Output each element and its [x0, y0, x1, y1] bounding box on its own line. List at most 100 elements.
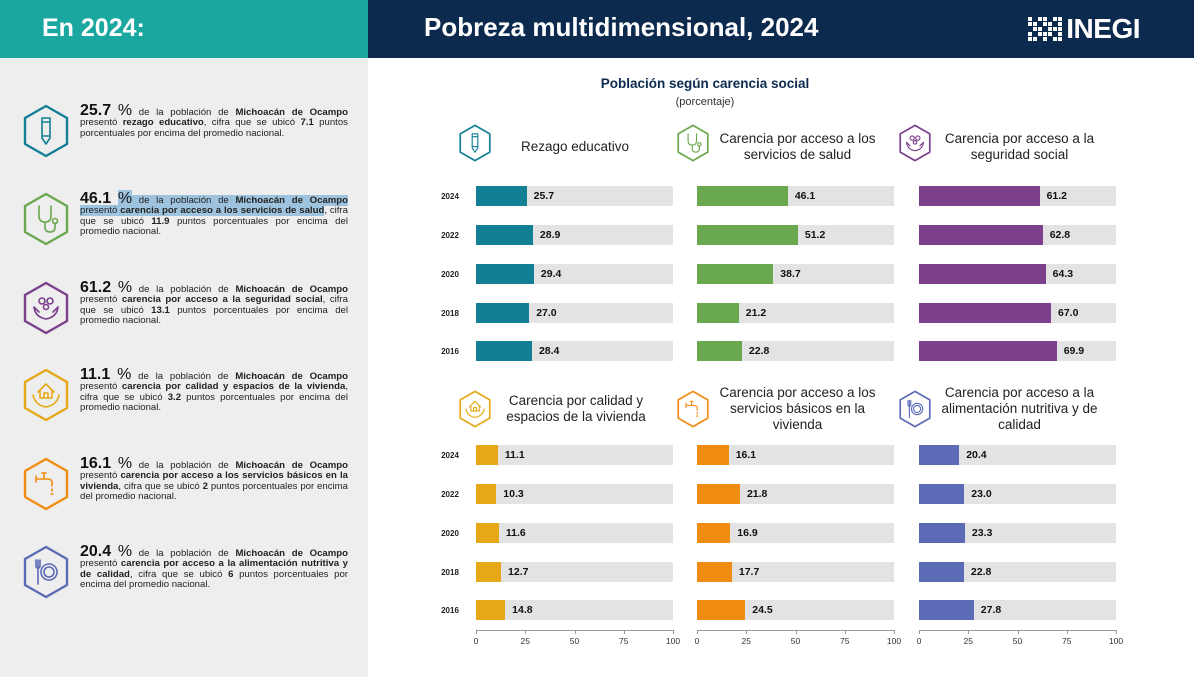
bar: [697, 600, 746, 620]
bar-track: [697, 484, 894, 504]
x-tick-label: 50: [790, 636, 801, 646]
bar-value-label: 46.1: [794, 190, 816, 202]
sidebar-summary: [0, 58, 368, 677]
family-hands-hexagon-icon: [22, 281, 70, 335]
x-axis-tick: [795, 630, 797, 634]
bar: [697, 303, 739, 323]
bar-value-label: 14.8: [512, 604, 533, 616]
bar-track: [697, 445, 894, 465]
x-tick-label: 0: [916, 636, 922, 646]
sidebar-item-value: 25.7: [80, 102, 112, 119]
bar: [919, 600, 974, 620]
bar-value-label: 22.8: [748, 345, 770, 357]
bar-value-label: 51.2: [804, 229, 826, 241]
x-tick-label: 0: [473, 636, 479, 646]
x-tick-label: 75: [1062, 636, 1072, 646]
x-tick-label: 75: [619, 636, 629, 646]
bar-value-label: 64.3: [1052, 268, 1074, 280]
bar: [476, 523, 499, 543]
house-hands-hexagon-icon: [22, 368, 70, 422]
x-tick-label: 25: [520, 636, 530, 646]
chart-title: Población según carencia social: [600, 76, 810, 91]
sidebar-item-text: 46.1 % de la población de Michoacán de O…: [80, 190, 348, 238]
bar-value-label: 27.8: [980, 604, 1002, 616]
x-tick-label: 0: [694, 636, 700, 646]
year-label: 2016: [441, 606, 459, 615]
year-label: 2020: [441, 529, 459, 538]
bar: [697, 562, 732, 582]
bar-value-label: 11.1: [504, 449, 525, 461]
x-tick-label: 50: [1012, 636, 1023, 646]
bar-value-label: 28.4: [538, 345, 560, 357]
x-axis-tick: [623, 630, 625, 634]
year-label: 2016: [441, 347, 459, 356]
x-tick-label: 100: [665, 636, 681, 646]
bar-value-label: 24.5: [752, 604, 773, 616]
faucet-hexagon-icon: [676, 390, 710, 428]
bar-track: [476, 484, 673, 504]
panel-label: Carencia por calidad y espacios de la vi…: [506, 393, 646, 424]
panel-label: Carencia por acceso a la alimentación nu…: [941, 385, 1098, 432]
x-tick-label: 75: [840, 636, 850, 646]
bar: [919, 445, 960, 465]
x-tick-label: 100: [886, 636, 902, 646]
bar-value-label: 28.9: [539, 229, 561, 241]
bar-track: [697, 523, 894, 543]
panel-label: Carencia por acceso a los servicios bási…: [719, 385, 876, 432]
bar: [697, 445, 729, 465]
bar: [476, 445, 498, 465]
x-axis-tick: [525, 630, 527, 634]
bar-value-label: 21.8: [746, 488, 768, 500]
bar-value-label: 69.9: [1063, 345, 1085, 357]
x-axis-tick: [844, 630, 846, 634]
bar-value-label: 27.0: [536, 307, 557, 319]
logo-wordmark: INEGI: [1066, 13, 1140, 44]
bar: [476, 341, 532, 361]
bar: [476, 562, 502, 582]
bar-value-label: 12.7: [508, 566, 529, 578]
house-hands-hexagon-icon: [458, 390, 492, 428]
x-axis-tick: [1066, 630, 1068, 634]
bar-track: [697, 562, 894, 582]
year-label: 2022: [441, 490, 459, 499]
bar: [919, 186, 1040, 206]
x-axis-tick: [697, 630, 698, 634]
bar: [697, 225, 798, 245]
sidebar-item-value: 16.1: [80, 455, 112, 472]
bar: [476, 186, 527, 206]
bar: [919, 264, 1046, 284]
bar-value-label: 29.4: [540, 268, 562, 280]
bar-track: [476, 445, 673, 465]
sidebar-item: 46.1 % de la población de Michoacán de O…: [22, 190, 352, 272]
year-label: 2022: [441, 231, 459, 240]
sidebar-item-text: 11.1 % de la población de Michoacán de O…: [80, 366, 348, 414]
sidebar-item-percent-sign: %: [117, 366, 132, 383]
bar-value-label: 16.1: [735, 449, 757, 461]
bar-track: [919, 484, 1116, 504]
year-label: 2018: [441, 309, 459, 318]
year-label: 2020: [441, 270, 459, 279]
bar-track: [697, 600, 894, 620]
family-hands-hexagon-icon: [898, 124, 932, 162]
bar-track: [919, 562, 1116, 582]
x-axis-tick: [1116, 630, 1117, 634]
x-axis-tick: [919, 630, 920, 634]
sidebar-item-value: 61.2: [80, 279, 112, 296]
x-axis-tick: [476, 630, 477, 634]
sidebar-item-text: 16.1 % de la población de Michoacán de O…: [80, 455, 348, 503]
stethoscope-hexagon-icon: [22, 192, 70, 246]
bar-track: [476, 600, 673, 620]
bar-value-label: 25.7: [533, 190, 555, 202]
bar: [476, 600, 506, 620]
faucet-hexagon-icon: [22, 457, 70, 511]
sidebar-item: 20.4 % de la población de Michoacán de O…: [22, 543, 352, 625]
sidebar-item-percent-sign: %: [117, 455, 133, 472]
plate-cutlery-hexagon-icon: [22, 545, 70, 599]
sidebar-item-text: 20.4 % de la población de Michoacán de O…: [80, 543, 348, 591]
bar-value-label: 20.4: [966, 449, 987, 461]
bar-value-label: 67.0: [1057, 307, 1079, 319]
x-tick-label: 50: [569, 636, 580, 646]
bar-track: [697, 341, 894, 361]
year-label: 2024: [441, 451, 459, 460]
